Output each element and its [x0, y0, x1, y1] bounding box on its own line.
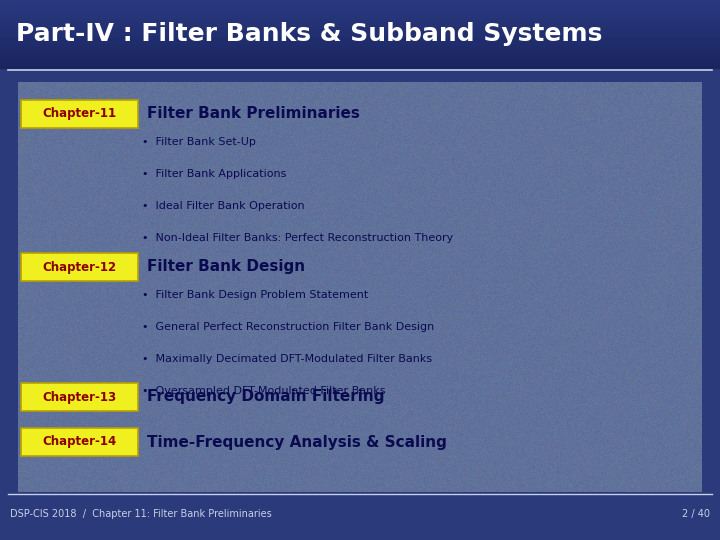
Bar: [0, 5, 720, 7]
Bar: [0, 2, 720, 3]
Bar: [0, 49, 720, 51]
FancyBboxPatch shape: [21, 428, 138, 456]
Bar: [0, 59, 720, 61]
Bar: [0, 51, 720, 53]
FancyBboxPatch shape: [21, 383, 138, 411]
Bar: [0, 21, 720, 22]
Text: 2 / 40: 2 / 40: [682, 509, 710, 519]
Text: Part-IV : Filter Banks & Subband Systems: Part-IV : Filter Banks & Subband Systems: [16, 22, 603, 46]
Text: •  General Perfect Reconstruction Filter Bank Design: • General Perfect Reconstruction Filter …: [142, 322, 434, 332]
Bar: [0, 0, 720, 2]
Text: Chapter-12: Chapter-12: [42, 260, 117, 273]
Bar: [0, 44, 720, 46]
Text: Chapter-14: Chapter-14: [42, 435, 117, 449]
Bar: [0, 56, 720, 58]
Bar: [0, 27, 720, 29]
Bar: [0, 61, 720, 63]
Bar: [0, 22, 720, 24]
Bar: [0, 14, 720, 15]
Bar: [0, 9, 720, 10]
Bar: [0, 31, 720, 32]
Bar: [0, 19, 720, 21]
Bar: [0, 66, 720, 68]
Bar: [0, 3, 720, 5]
Bar: [0, 12, 720, 14]
Bar: [0, 68, 720, 540]
Bar: [0, 46, 720, 48]
Bar: [0, 55, 720, 56]
Text: •  Maximally Decimated DFT-Modulated Filter Banks: • Maximally Decimated DFT-Modulated Filt…: [142, 354, 432, 364]
Bar: [0, 58, 720, 59]
Bar: [0, 65, 720, 66]
Bar: [0, 17, 720, 19]
Bar: [0, 41, 720, 43]
Bar: [0, 37, 720, 39]
Bar: [0, 63, 720, 65]
Text: Time-Frequency Analysis & Scaling: Time-Frequency Analysis & Scaling: [147, 435, 447, 449]
Bar: [0, 10, 720, 12]
Text: •  Ideal Filter Bank Operation: • Ideal Filter Bank Operation: [142, 201, 305, 211]
Text: Chapter-11: Chapter-11: [42, 107, 117, 120]
Text: Filter Bank Preliminaries: Filter Bank Preliminaries: [147, 106, 360, 122]
Text: •  Oversampled DFT-Modulated Filter Banks: • Oversampled DFT-Modulated Filter Banks: [142, 386, 385, 396]
Text: •  Filter Bank Design Problem Statement: • Filter Bank Design Problem Statement: [142, 290, 368, 300]
Bar: [0, 36, 720, 37]
Bar: [0, 29, 720, 31]
Text: Chapter-13: Chapter-13: [42, 390, 117, 403]
Text: Frequency Domain Filtering: Frequency Domain Filtering: [147, 389, 384, 404]
Text: DSP-CIS 2018  /  Chapter 11: Filter Bank Preliminaries: DSP-CIS 2018 / Chapter 11: Filter Bank P…: [10, 509, 271, 519]
FancyBboxPatch shape: [21, 253, 138, 281]
FancyBboxPatch shape: [21, 100, 138, 128]
Bar: [0, 7, 720, 9]
Bar: [0, 32, 720, 34]
Bar: [0, 34, 720, 36]
Text: •  Non-Ideal Filter Banks: Perfect Reconstruction Theory: • Non-Ideal Filter Banks: Perfect Recons…: [142, 233, 454, 243]
Bar: [0, 53, 720, 55]
Bar: [0, 24, 720, 25]
Bar: [0, 39, 720, 41]
Bar: [0, 43, 720, 44]
Bar: [0, 48, 720, 49]
Text: •  Filter Bank Applications: • Filter Bank Applications: [142, 169, 287, 179]
Text: •  Filter Bank Set-Up: • Filter Bank Set-Up: [142, 137, 256, 147]
Bar: [0, 25, 720, 27]
Text: Filter Bank Design: Filter Bank Design: [147, 260, 305, 274]
Bar: [0, 15, 720, 17]
